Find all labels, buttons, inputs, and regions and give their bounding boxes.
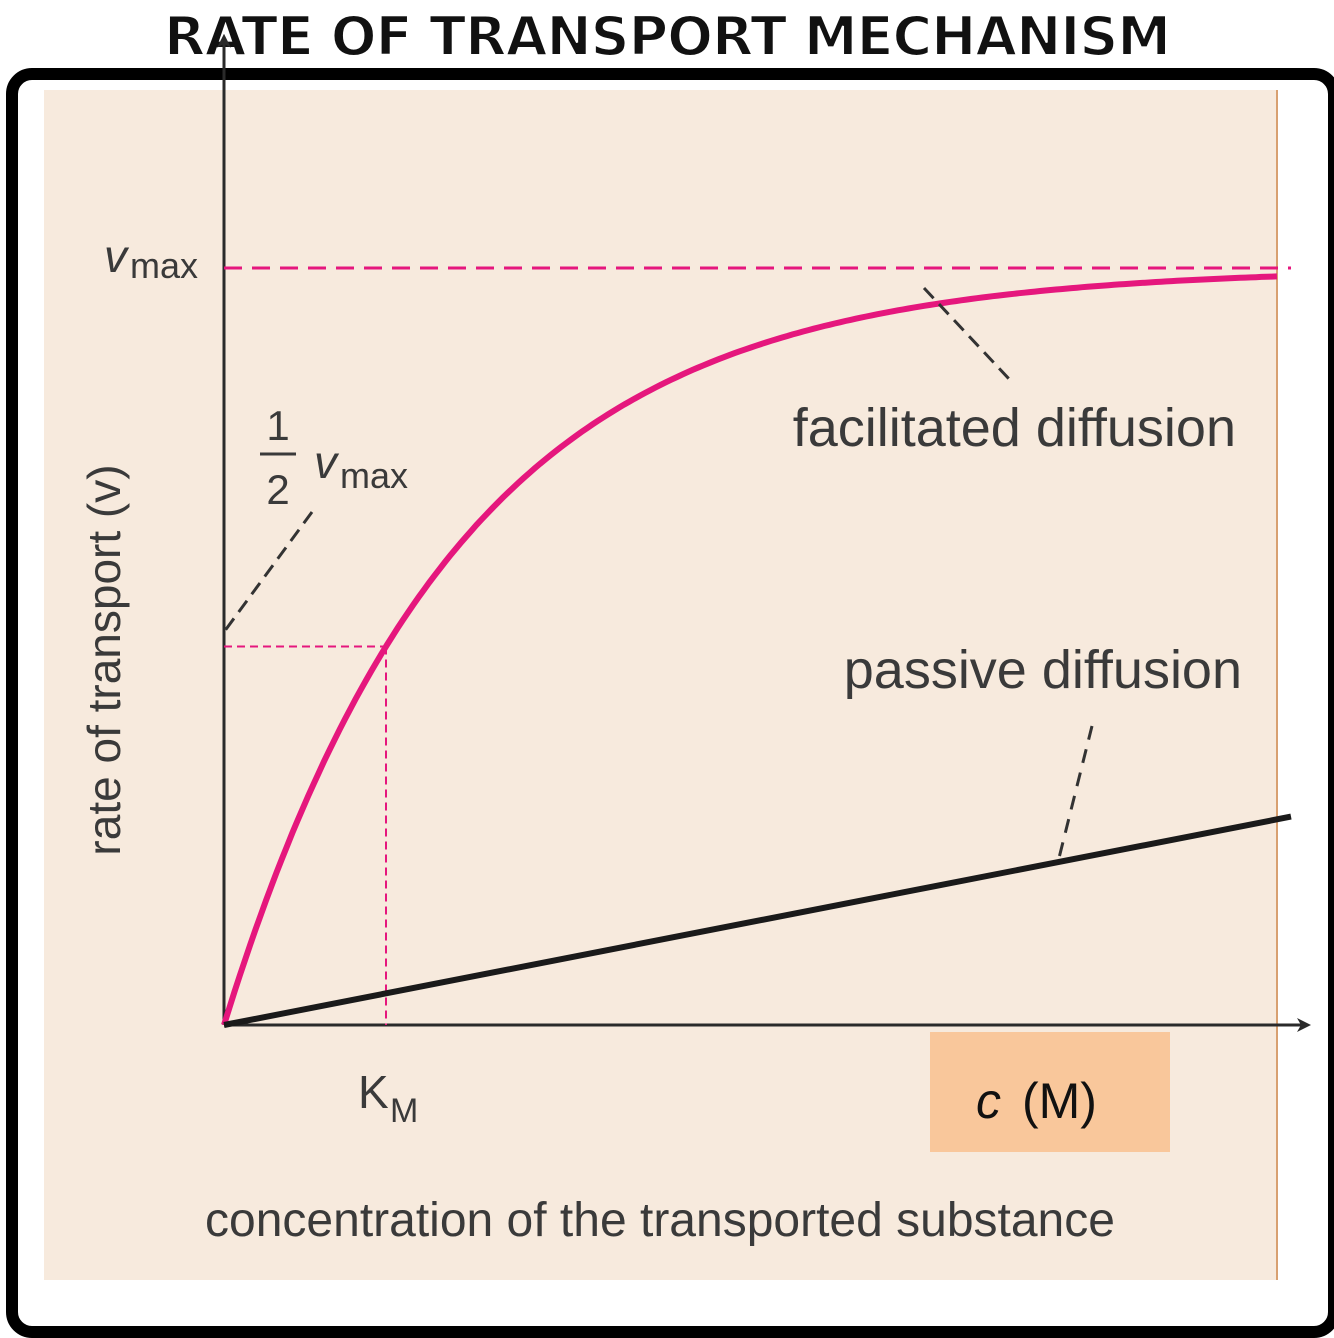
y-axis-title: rate of transport (v) — [78, 464, 130, 855]
x-unit-box — [930, 1032, 1170, 1152]
x-axis-title: concentration of the transported substan… — [205, 1194, 1115, 1247]
y-tick-half-sub: max — [340, 455, 408, 496]
y-tick-vmax: v max — [104, 230, 198, 286]
facilitated-diffusion-curve — [221, 273, 1278, 1026]
chart-title: RATE OF TRANSPORT MECHANISM — [163, 4, 1172, 69]
x-unit-variable: c — [976, 1073, 1001, 1129]
y-tick-half-v: v — [314, 436, 340, 488]
y-tick-half-den: 2 — [266, 466, 289, 513]
passive-diffusion-line — [223, 813, 1292, 1028]
y-tick-vmax-v: v — [104, 230, 130, 282]
series-label-facilitated: facilitated diffusion — [793, 398, 1236, 458]
x-tick-km-sub: M — [390, 1092, 418, 1130]
y-tick-half-vmax: 1 2 v max — [260, 402, 408, 513]
half-vmax-leader-line — [222, 511, 314, 633]
x-tick-km: K M — [358, 1066, 418, 1130]
x-tick-km-k: K — [358, 1066, 389, 1118]
series-label-passive: passive diffusion — [844, 640, 1242, 700]
y-tick-half-num: 1 — [266, 402, 289, 449]
x-unit-unit: (M) — [1022, 1073, 1097, 1129]
passive-leader-line — [1056, 725, 1094, 863]
y-tick-vmax-sub: max — [130, 245, 198, 286]
